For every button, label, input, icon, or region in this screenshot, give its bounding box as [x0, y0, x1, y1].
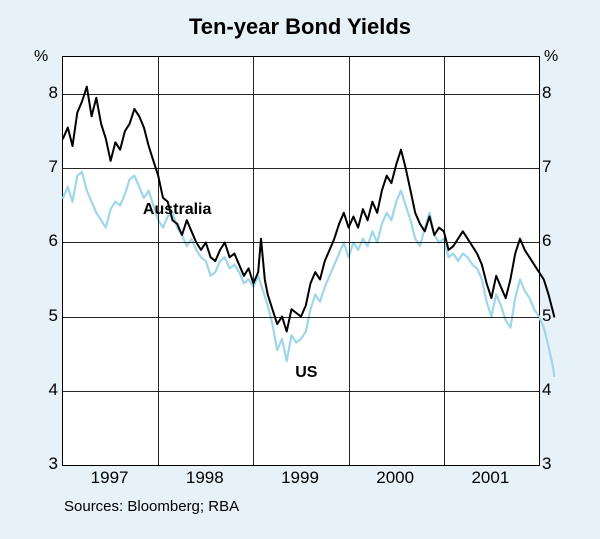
y-axis-unit-left: % [34, 48, 48, 66]
ytick-right: 7 [542, 157, 566, 177]
ytick-left: 6 [34, 231, 58, 251]
ytick-right: 4 [542, 380, 566, 400]
y-axis-unit-right: % [544, 48, 558, 66]
ytick-left: 7 [34, 157, 58, 177]
chart-sources: Sources: Bloomberg; RBA [64, 498, 239, 515]
gridline-horizontal [63, 94, 539, 95]
xtick-label: 1998 [157, 468, 252, 488]
series-us [63, 172, 554, 376]
ytick-right: 3 [542, 454, 566, 474]
xtick-label: 2001 [443, 468, 538, 488]
ytick-left: 5 [34, 306, 58, 326]
series-label: US [295, 364, 317, 382]
gridline-horizontal [63, 168, 539, 169]
gridline-horizontal [63, 317, 539, 318]
series-australia [63, 87, 554, 332]
gridline-vertical [158, 57, 159, 465]
ytick-left: 3 [34, 454, 58, 474]
chart-container: Ten-year Bond Yields % % Sources: Bloomb… [0, 0, 600, 539]
ytick-right: 8 [542, 83, 566, 103]
chart-svg [63, 57, 539, 465]
chart-title: Ten-year Bond Yields [0, 0, 600, 40]
gridline-horizontal [63, 391, 539, 392]
ytick-left: 8 [34, 83, 58, 103]
ytick-right: 5 [542, 306, 566, 326]
gridline-vertical [253, 57, 254, 465]
xtick-label: 2000 [348, 468, 443, 488]
plot-area [62, 56, 540, 466]
gridline-horizontal [63, 242, 539, 243]
xtick-label: 1997 [62, 468, 157, 488]
ytick-right: 6 [542, 231, 566, 251]
ytick-left: 4 [34, 380, 58, 400]
series-label: Australia [143, 201, 211, 219]
gridline-vertical [444, 57, 445, 465]
xtick-label: 1999 [253, 468, 348, 488]
gridline-vertical [349, 57, 350, 465]
